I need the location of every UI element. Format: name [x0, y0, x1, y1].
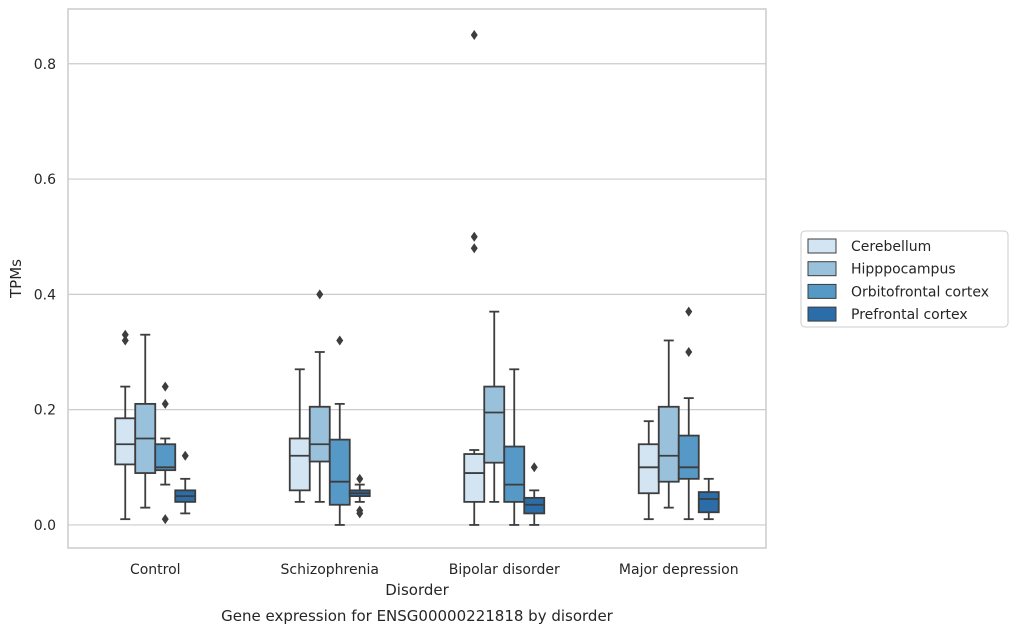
box-iqr [483, 385, 506, 464]
legend-label: Hipppocampus [851, 262, 956, 278]
chart-caption: Gene expression for ENSG00000221818 by d… [221, 607, 614, 625]
x-tick-label: Major depression [619, 562, 739, 578]
y-tick-label: 0.2 [34, 403, 56, 419]
legend-swatch [807, 238, 837, 254]
box-hipppocampus [308, 289, 331, 503]
box-iqr [463, 453, 486, 503]
outlier-point [470, 29, 478, 40]
boxes [114, 29, 720, 526]
legend: Cerebellum Hipppocampus Orbitofrontal cort… [800, 230, 1009, 328]
outlier-point [181, 450, 189, 461]
legend-label: Orbitofrontal cortex [851, 284, 989, 300]
box-iqr [677, 434, 700, 480]
box-orbitofrontal-cortex [503, 368, 526, 526]
y-tick-label: 0.8 [34, 57, 56, 73]
box-orbitofrontal-cortex [677, 306, 700, 521]
outlier-point [356, 505, 364, 516]
outlier-point [161, 514, 169, 525]
box-hipppocampus [134, 333, 157, 509]
outlier-point [685, 347, 693, 357]
outlier-point [336, 335, 344, 346]
box-cerebellum [463, 29, 486, 526]
outlier-point [316, 289, 324, 300]
box-iqr [114, 417, 137, 466]
box-iqr [308, 405, 331, 463]
box-prefrontal-cortex [174, 450, 197, 515]
box-prefrontal-cortex [523, 462, 546, 526]
x-tick-label: Bipolar disorder [449, 562, 560, 578]
x-tick-labels: Control Schizophrenia Bipolar disorder Majo… [130, 562, 739, 578]
outlier-point [161, 381, 169, 392]
box-prefrontal-cortex [348, 473, 371, 519]
outlier-point [685, 306, 693, 317]
box-iqr [637, 443, 660, 495]
box-iqr [154, 443, 177, 472]
legend-swatch [807, 283, 837, 299]
legend-swatch [807, 261, 837, 277]
box-iqr [288, 437, 311, 492]
y-tick-label: 0.4 [34, 287, 56, 303]
box-orbitofrontal-cortex [328, 335, 351, 526]
legend-frame [800, 230, 1009, 328]
outlier-point [161, 398, 169, 409]
box-orbitofrontal-cortex [154, 381, 177, 525]
box-iqr [657, 405, 680, 483]
outlier-point [470, 243, 478, 254]
y-tick-labels: 0.0 0.2 0.4 0.6 0.8 [34, 57, 56, 534]
y-axis-label: TPMs [7, 259, 25, 299]
y-tick-label: 0.6 [34, 172, 56, 188]
y-tick-label: 0.0 [34, 518, 56, 534]
outlier-point [470, 231, 478, 242]
x-tick-label: Schizophrenia [281, 562, 379, 578]
x-tick-label: Control [130, 562, 181, 578]
legend-swatch [807, 306, 837, 322]
box-cerebellum [288, 368, 311, 503]
outlier-point [121, 329, 129, 340]
x-axis-label: Disorder [385, 581, 449, 599]
legend-label: Cerebellum [851, 239, 931, 255]
legend-label: Prefrontal cortex [851, 307, 968, 323]
box-iqr [503, 445, 526, 503]
box-cerebellum [114, 329, 137, 521]
box-prefrontal-cortex [697, 477, 720, 521]
box-iqr [328, 438, 351, 506]
box-hipppocampus [483, 310, 506, 503]
plot-frame [67, 8, 767, 549]
gridlines [68, 63, 766, 526]
box-iqr [697, 491, 720, 514]
outlier-point [530, 462, 538, 473]
outlier-point [121, 335, 129, 346]
outlier-point [356, 473, 364, 484]
